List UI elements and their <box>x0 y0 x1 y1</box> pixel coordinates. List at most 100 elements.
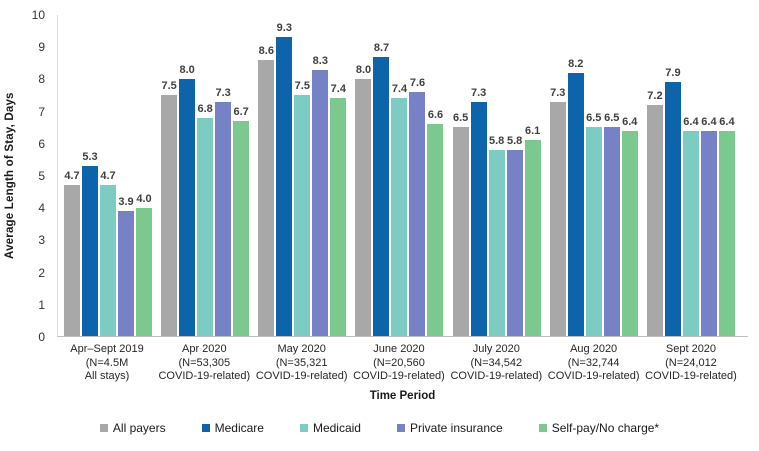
bar <box>179 79 196 336</box>
bar-slot: 6.4 <box>700 116 717 336</box>
bar-group: 7.3 8.2 6.5 6.5 6.4 <box>549 15 638 336</box>
bar-slot: 6.5 <box>585 112 602 336</box>
y-tick-label: 8 <box>38 72 45 87</box>
bar-slot: 9.3 <box>276 22 293 336</box>
y-tick-label: 5 <box>38 169 45 183</box>
bar-value-label: 8.0 <box>179 64 195 77</box>
bar-slot: 4.7 <box>100 170 116 336</box>
x-tick-label: Aug 2020 (N=32,744 COVID-19-related) <box>547 343 640 384</box>
bar-value-label: 6.8 <box>197 102 213 115</box>
bar-value-label: 6.5 <box>586 112 602 125</box>
bar <box>82 165 98 336</box>
bar-slot: 8.6 <box>258 45 275 336</box>
bar <box>355 79 372 336</box>
bar-value-label: 7.2 <box>647 89 663 102</box>
x-tick-label-line: (N=4.5M <box>85 356 129 369</box>
bar-slot: 7.2 <box>646 90 663 336</box>
bar-slot: 6.1 <box>524 125 541 336</box>
x-tick-label-line: Apr 2020 <box>182 343 227 355</box>
bar <box>621 130 638 336</box>
bar <box>233 120 250 336</box>
bar-slot: 7.3 <box>215 87 232 336</box>
bar <box>136 207 152 336</box>
bar <box>585 127 602 336</box>
bar <box>118 210 134 336</box>
x-tick-label-line: (N=20,560 <box>373 356 425 369</box>
bar <box>682 130 699 336</box>
bar-value-label: 6.4 <box>683 115 699 128</box>
bar <box>197 117 214 336</box>
plot-area: 4.7 5.3 4.7 3.9 4.0 7.5 8.0 6.8 7.3 6.7 8.6 9.3 7.5 8… <box>57 15 748 337</box>
bar-value-label: 4.7 <box>100 170 116 183</box>
x-tick-label: June 2020 (N=20,560 COVID-19-related) <box>353 343 445 384</box>
bar <box>524 140 541 336</box>
bar-slot: 6.4 <box>718 116 735 336</box>
bar <box>646 104 663 336</box>
bar <box>427 124 444 336</box>
legend-swatch-icon <box>201 424 210 432</box>
bar-value-label: 7.4 <box>391 83 408 96</box>
bar-slot: 5.8 <box>488 135 505 336</box>
bar-value-label: 8.7 <box>373 41 390 54</box>
x-tick-label-line: COVID-19-related) <box>255 370 348 382</box>
bar-slot: 6.8 <box>197 103 214 336</box>
bar <box>215 101 232 336</box>
bar-slot: 8.7 <box>373 42 390 336</box>
bar-value-label: 8.0 <box>355 64 372 77</box>
bar-slot: 7.3 <box>470 87 487 336</box>
legend-label: All payers <box>112 421 166 435</box>
y-tick-label: 4 <box>38 201 45 216</box>
bar <box>276 37 293 336</box>
bar-slot: 7.4 <box>330 83 347 336</box>
bar-value-label: 7.5 <box>161 80 177 93</box>
bar-slot: 8.0 <box>179 64 196 336</box>
bar-value-label: 8.3 <box>312 54 328 67</box>
x-tick-label-line: COVID-19-related) <box>158 370 251 382</box>
x-tick-label-line: Sept 2020 <box>665 343 717 355</box>
bar-value-label: 7.3 <box>215 86 231 99</box>
x-tick-label-line: COVID-19-related) <box>450 370 543 382</box>
bar-value-label: 4.0 <box>136 192 152 205</box>
y-tick-label: 1 <box>38 297 45 312</box>
bar-slot: 8.3 <box>312 55 329 336</box>
bar-slot: 8.0 <box>355 64 372 336</box>
x-tick-label-line: (N=32,744 <box>567 356 620 369</box>
legend-swatch-icon <box>538 424 547 432</box>
bar <box>567 72 584 336</box>
x-tick-label-line: May 2020 <box>277 343 326 355</box>
bar <box>506 149 523 336</box>
legend-item: Medicaid <box>299 421 361 435</box>
legend-label: Medicaid <box>312 421 361 435</box>
bar-group: 6.5 7.3 5.8 5.8 6.1 <box>452 15 541 336</box>
bar-slot: 6.5 <box>603 112 620 336</box>
bar-slot: 4.0 <box>136 193 152 336</box>
bar-slot: 6.4 <box>682 116 699 336</box>
legend: All payers Medicare Medicaid Private insura… <box>0 421 759 435</box>
y-tick-label: 7 <box>38 104 45 119</box>
x-tick-label-line: July 2020 <box>472 343 520 355</box>
bar-slot: 6.5 <box>452 112 469 336</box>
bar-slot: 7.6 <box>409 77 426 336</box>
x-tick-label: Sept 2020 (N=24,012 COVID-19-related) <box>645 343 737 384</box>
bar <box>258 59 275 336</box>
y-tick-label: 10 <box>31 8 45 22</box>
bar <box>452 127 469 336</box>
bar-value-label: 8.2 <box>568 57 584 70</box>
bar-value-label: 7.6 <box>409 77 426 90</box>
bar <box>664 82 681 336</box>
bar-value-label: 4.7 <box>64 170 80 183</box>
bar-group: 7.5 8.0 6.8 7.3 6.7 <box>161 15 250 336</box>
x-tick-label: Apr–Sept 2019 (N=4.5M All stays) <box>63 343 151 384</box>
legend-swatch-icon <box>99 424 108 432</box>
bar-slot: 7.5 <box>294 80 311 336</box>
legend-label: Private insurance <box>409 421 503 435</box>
bar-value-label: 7.5 <box>294 80 310 93</box>
x-tick-label-line: COVID-19-related) <box>645 370 737 382</box>
bar-value-label: 7.3 <box>550 86 566 99</box>
bar-value-label: 6.6 <box>427 109 444 122</box>
x-tick-label-line: COVID-19-related) <box>547 370 640 382</box>
x-tick-label-line: (N=34,542 <box>470 356 523 369</box>
y-axis-title: Average Length of Stay, Days <box>4 92 16 260</box>
bar-slot: 7.9 <box>664 67 681 336</box>
